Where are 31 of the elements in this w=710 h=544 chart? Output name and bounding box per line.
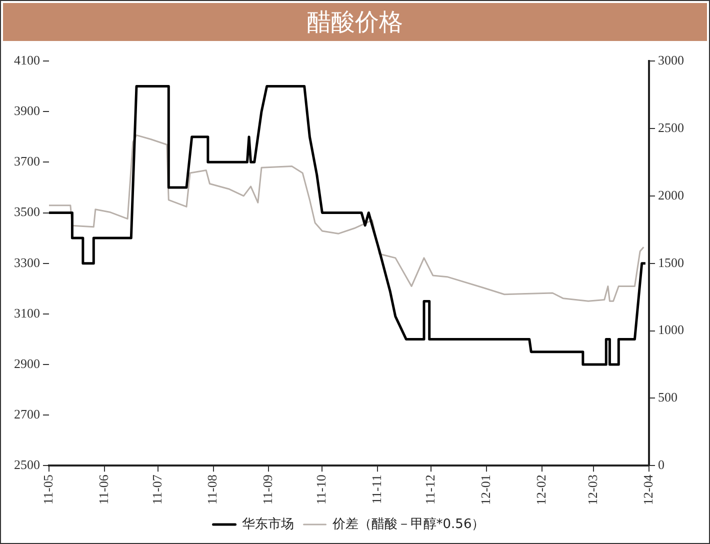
y-tick-label: 3500 [14, 204, 40, 220]
x-tick-label: 11-09 [260, 474, 276, 505]
x-tick-label: 12-02 [533, 474, 548, 506]
y-tick-label: 3700 [14, 154, 40, 169]
y-tick-label: 2700 [14, 406, 40, 422]
y-tick-label: 3900 [14, 103, 40, 118]
x-tick-label: 11-06 [96, 474, 111, 505]
y-tick-label: 2900 [14, 356, 40, 371]
x-tick-label: 12-04 [640, 474, 656, 506]
y-tick-label: 3300 [14, 254, 40, 270]
y2-tick-label: 0 [658, 457, 664, 472]
x-tick-label: 11-07 [149, 474, 164, 505]
legend-label: 华东市场 [242, 516, 294, 532]
y2-tick-label: 2000 [658, 187, 684, 202]
y2-tick-label: 2500 [658, 120, 684, 135]
chart-title: 醋酸价格 [3, 3, 707, 41]
x-tick-label: 12-03 [585, 474, 600, 506]
x-tick-label: 11-10 [314, 474, 329, 505]
y2-tick-label: 3000 [658, 52, 684, 68]
x-tick-label: 11-08 [204, 474, 220, 505]
x-tick-label: 12-01 [478, 474, 493, 506]
y-tick-label: 2500 [14, 457, 40, 472]
y-tick-label: 3100 [14, 305, 40, 320]
y2-tick-label: 500 [658, 390, 678, 405]
y-tick-label: 4100 [14, 52, 40, 68]
x-tick-label: 11-11 [368, 474, 384, 504]
x-tick-label: 11-12 [422, 474, 438, 505]
x-tick-label: 11-05 [40, 474, 56, 505]
y2-tick-label: 1500 [658, 254, 684, 270]
legend-label: 价差（醋酸－甲醇*0.56） [331, 516, 485, 532]
y2-tick-label: 1000 [658, 322, 684, 338]
